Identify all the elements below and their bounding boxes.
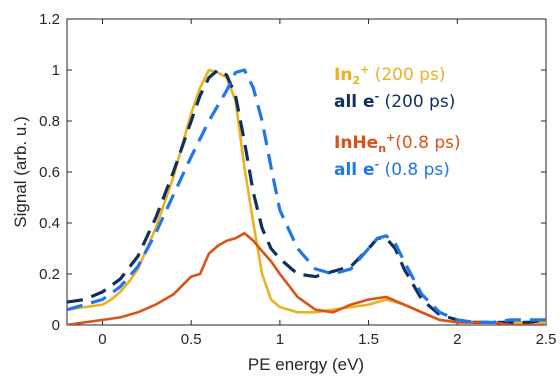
series-line-3 <box>67 231 546 325</box>
y-tick-label: 0.6 <box>39 164 60 181</box>
legend-entry-4: all e- (0.8 ps) <box>334 158 450 180</box>
y-tick-label: 0.4 <box>39 215 60 232</box>
y-tick-label: 1.2 <box>39 11 60 28</box>
series-layer <box>67 68 546 325</box>
x-tick-label: 0 <box>98 331 106 348</box>
y-tick-label: 0 <box>52 317 60 334</box>
y-axis-label: Signal (arb. u.) <box>11 116 30 228</box>
series-line-2 <box>67 68 546 324</box>
y-tick-label: 0.8 <box>39 113 60 130</box>
legend: In2+ (200 ps) all e- (200 ps) InHen+(0.8 p… <box>334 63 461 180</box>
y-tick-label: 0.2 <box>39 266 60 283</box>
x-tick-label: 2 <box>453 331 461 348</box>
series-line-4 <box>67 68 546 324</box>
axes: 0 0.5 1 1.5 2 2.5 0 0.2 0.4 0.6 0.8 1 1.2 <box>39 11 556 348</box>
series-line-1 <box>67 68 546 324</box>
x-tick-label: 1 <box>276 331 284 348</box>
legend-entry-3: InHen+(0.8 ps) <box>334 131 461 155</box>
y-tick-label: 1 <box>52 62 60 79</box>
legend-entry-2: all e- (200 ps) <box>334 90 455 112</box>
x-axis-label: PE energy (eV) <box>248 355 364 374</box>
x-tick-label: 0.5 <box>181 331 202 348</box>
axes-box <box>66 18 547 326</box>
legend-entry-1: In2+ (200 ps) <box>334 63 445 87</box>
x-tick-label: 1.5 <box>358 331 379 348</box>
x-tick-label: 2.5 <box>536 331 557 348</box>
